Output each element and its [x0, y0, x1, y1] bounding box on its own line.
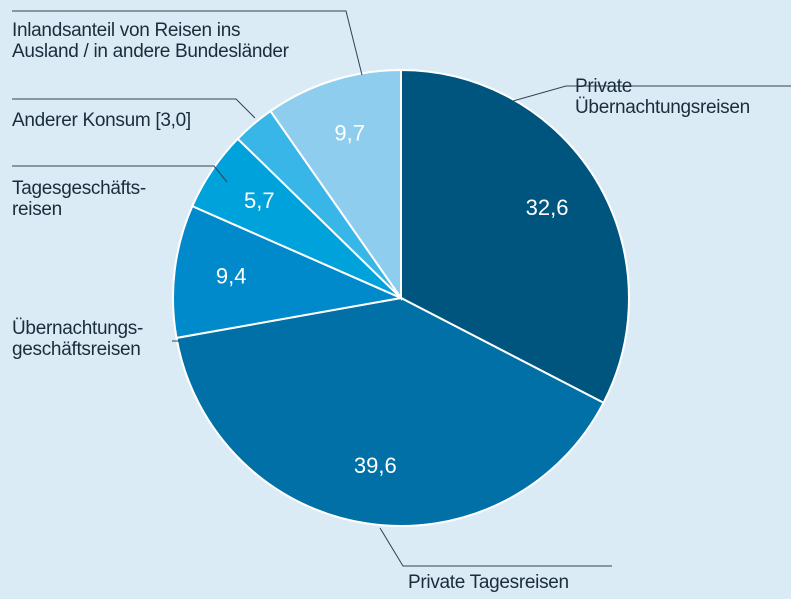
slice-label: Übernachtungs- geschäftsreisen	[12, 318, 143, 360]
leader-line	[12, 10, 363, 76]
pie-slice	[175, 296, 605, 527]
leader-line	[12, 165, 228, 183]
slice-label: Inlandsanteil von Reisen ins Ausland / i…	[12, 20, 289, 62]
data-label: 9,4	[216, 263, 247, 288]
slice-label: Private Übernachtungsreisen	[575, 76, 750, 118]
slice-label: Anderer Konsum [3,0]	[12, 110, 191, 131]
pie-slice	[269, 68, 402, 302]
data-label: 5,7	[244, 188, 275, 213]
leader-line	[379, 527, 612, 567]
data-label: 32,6	[526, 195, 569, 220]
pie-slice	[400, 68, 630, 405]
leader-line	[12, 98, 256, 119]
slice-label: Tagesgeschäfts- reisen	[12, 178, 146, 220]
data-label: 9,7	[334, 121, 365, 146]
data-label: 39,6	[354, 453, 397, 478]
pie-slice	[172, 204, 405, 340]
leader-line	[512, 85, 791, 102]
slice-label: Private Tagesreisen	[408, 572, 569, 593]
